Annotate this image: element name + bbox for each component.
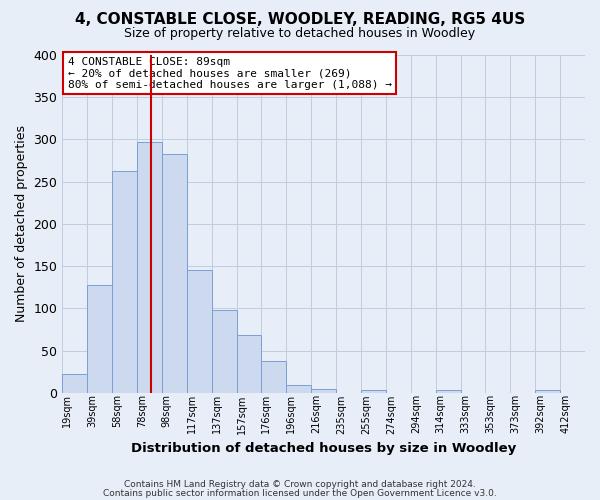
Text: Size of property relative to detached houses in Woodley: Size of property relative to detached ho… xyxy=(124,28,476,40)
Bar xyxy=(286,385,311,393)
Bar xyxy=(162,154,187,393)
Bar xyxy=(87,284,112,393)
Bar xyxy=(62,374,87,393)
Text: 4 CONSTABLE CLOSE: 89sqm
← 20% of detached houses are smaller (269)
80% of semi-: 4 CONSTABLE CLOSE: 89sqm ← 20% of detach… xyxy=(68,56,392,90)
Bar xyxy=(436,390,461,393)
Y-axis label: Number of detached properties: Number of detached properties xyxy=(15,126,28,322)
Bar xyxy=(212,310,236,393)
Bar xyxy=(236,336,262,393)
Text: Contains HM Land Registry data © Crown copyright and database right 2024.: Contains HM Land Registry data © Crown c… xyxy=(124,480,476,489)
Text: 4, CONSTABLE CLOSE, WOODLEY, READING, RG5 4US: 4, CONSTABLE CLOSE, WOODLEY, READING, RG… xyxy=(75,12,525,28)
Bar xyxy=(535,390,560,393)
Bar xyxy=(112,170,137,393)
Bar xyxy=(137,142,162,393)
Bar xyxy=(187,270,212,393)
Bar xyxy=(262,360,286,393)
X-axis label: Distribution of detached houses by size in Woodley: Distribution of detached houses by size … xyxy=(131,442,516,455)
Text: Contains public sector information licensed under the Open Government Licence v3: Contains public sector information licen… xyxy=(103,488,497,498)
Bar xyxy=(311,388,336,393)
Bar xyxy=(361,390,386,393)
